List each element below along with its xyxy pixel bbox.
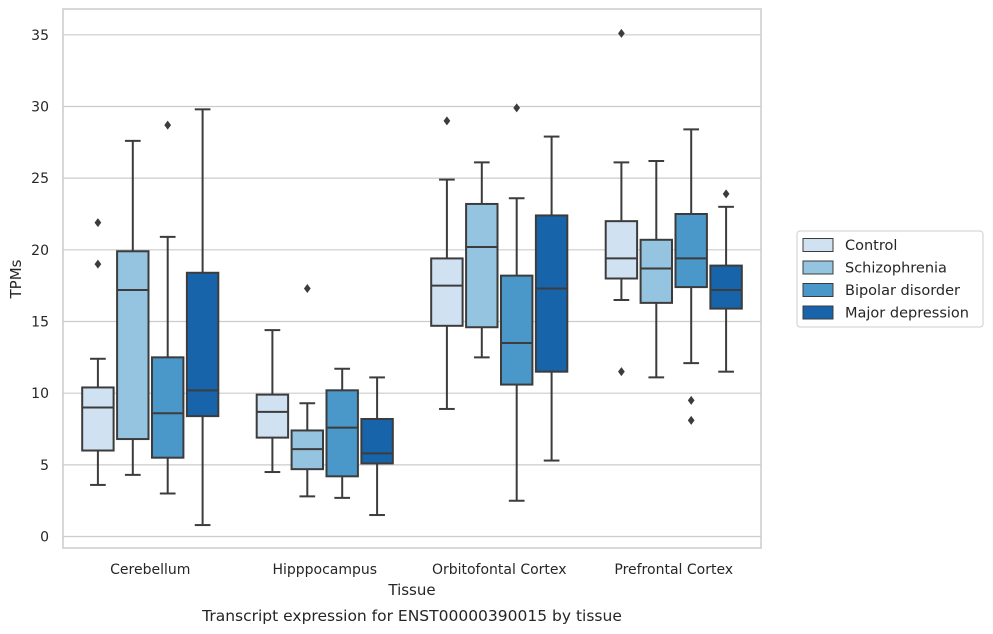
box-iqr [465, 202, 499, 329]
legend-swatch [802, 283, 834, 297]
boxes [81, 28, 743, 527]
box-major-depression-0 [185, 108, 220, 527]
x-tick-label: Orbitofontal Cortex [432, 562, 567, 578]
legend-frame [796, 230, 984, 328]
box-control-2 [430, 116, 464, 410]
legend-label: Schizophrenia [845, 261, 947, 277]
outlier-point [687, 415, 695, 425]
box-iqr [116, 250, 150, 441]
outlier-point [618, 28, 625, 38]
box-schizophrenia-0 [116, 139, 150, 476]
x-tick-label: Prefrontal Cortex [614, 562, 733, 578]
y-tick-label: 0 [40, 530, 49, 546]
y-tick-label: 15 [31, 315, 49, 331]
y-tick-label: 10 [31, 386, 49, 402]
box-iqr [674, 212, 708, 289]
box-control-1 [255, 329, 290, 474]
box-iqr [534, 214, 569, 373]
box-iqr [185, 271, 220, 418]
box-iqr [604, 220, 639, 280]
box-control-3 [604, 28, 639, 377]
outlier-point [618, 367, 625, 377]
box-major-depression-1 [360, 376, 394, 517]
x-tick-label: Hipppocampus [272, 562, 377, 578]
outlier-point [513, 103, 521, 113]
box-schizophrenia-1 [290, 284, 325, 498]
outlier-point [94, 218, 102, 228]
legend-swatch [802, 305, 834, 320]
outlier-point [164, 120, 172, 130]
box-bipolar-disorder-0 [150, 120, 185, 495]
box-iqr [150, 356, 185, 459]
box-iqr [360, 417, 394, 465]
legend-swatch [802, 238, 834, 252]
box-bipolar-disorder-1 [325, 367, 359, 499]
outlier-point [722, 189, 730, 199]
plot-frame [62, 8, 762, 549]
box-schizophrenia-2 [465, 161, 499, 359]
legend-label: Major depression [845, 306, 969, 322]
box-iqr [430, 257, 464, 327]
x-axis-title: Tissue [387, 581, 435, 599]
box-control-0 [81, 218, 115, 486]
outlier-point [94, 259, 102, 269]
box-bipolar-disorder-3 [674, 128, 708, 425]
box-iqr [325, 389, 359, 478]
y-tick-label: 35 [31, 28, 49, 44]
x-tick-label: Cerebellum [110, 562, 190, 578]
legend-swatch [802, 260, 834, 275]
outlier-point [303, 284, 311, 294]
y-tick-label: 25 [31, 171, 49, 187]
box-iqr [499, 274, 534, 386]
y-tick-label: 5 [40, 458, 49, 474]
y-tick-labels: 0 5 10 15 20 25 30 35 [31, 28, 49, 546]
outlier-point [687, 395, 695, 405]
box-iqr [709, 264, 743, 310]
legend: Control Schizophrenia Bipolar disorder Majo… [796, 230, 984, 328]
box-iqr [81, 386, 115, 452]
box-major-depression-3 [709, 189, 743, 373]
box-bipolar-disorder-2 [499, 103, 534, 502]
box-schizophrenia-3 [639, 159, 674, 379]
y-tick-label: 20 [31, 243, 49, 259]
y-axis-title: TPMs [7, 259, 25, 299]
chart-caption: Transcript expression for ENST0000039001… [201, 607, 622, 625]
y-tick-label: 30 [31, 99, 49, 115]
legend-label: Bipolar disorder [845, 283, 960, 299]
box-major-depression-2 [534, 135, 569, 462]
x-tick-labels: Cerebellum Hipppocampus Orbitofontal Corte… [110, 562, 733, 578]
legend-label: Control [845, 238, 897, 254]
outlier-point [443, 116, 451, 126]
box-iqr [255, 393, 290, 439]
box-iqr [639, 238, 674, 304]
